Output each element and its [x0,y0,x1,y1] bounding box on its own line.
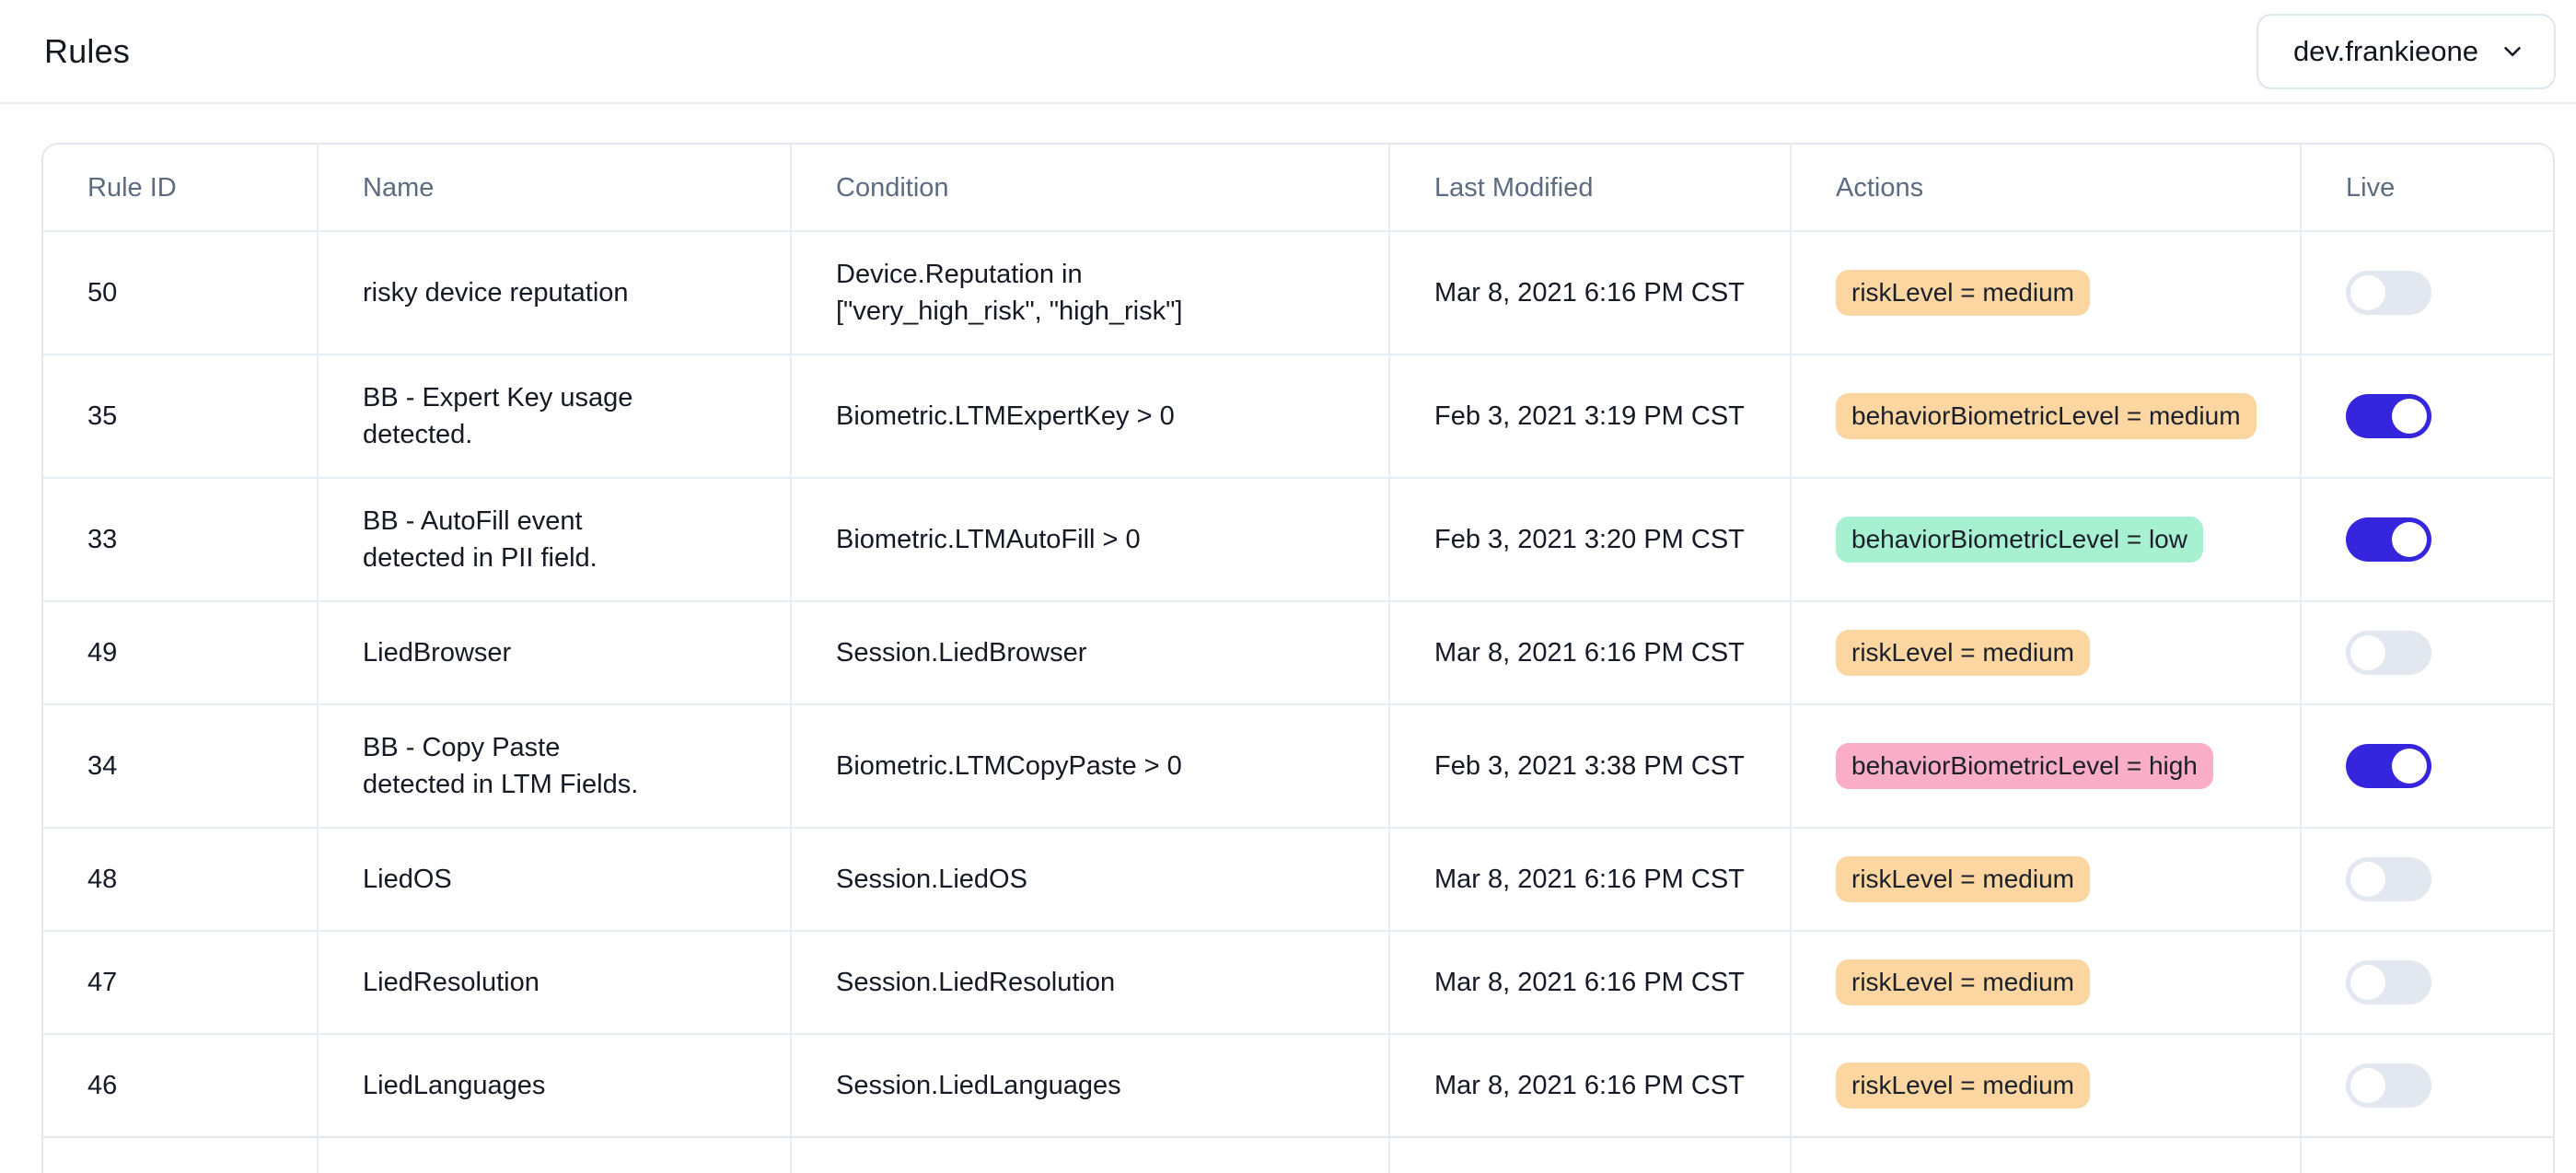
toggle-knob [2392,399,2427,434]
page-title: Rules [44,31,131,70]
column-header-name: Name [319,145,792,230]
action-badge: riskLevel = medium [1836,630,2090,676]
column-header-actions: Actions [1792,145,2302,230]
page-header: Rules dev.frankieone [0,0,2576,104]
cell-condition: Biometric.LTMAutoFill > 0 [792,479,1390,600]
toggle-knob [2392,522,2427,557]
cell-condition: Device.Reputation in ["very_high_risk", … [792,232,1390,354]
table-row[interactable]: 47 LiedResolution Session.LiedResolution… [43,930,2553,1033]
cell-rule-id: 34 [43,705,319,827]
cell-name: BB - Copy Paste detected in LTM Fields. [319,705,792,827]
action-badge: behaviorBiometricLevel = low [1836,517,2203,563]
cell-name: LiedResolution [319,932,792,1033]
environment-selector-button[interactable]: dev.frankieone [2256,13,2556,89]
live-toggle[interactable] [2346,631,2431,675]
cell-condition: Biometric.LTMExpertKey > 0 [792,355,1390,477]
cell-last-modified: Mar 8, 2021 6:16 PM CST [1390,602,1792,703]
toggle-knob [2350,1068,2385,1103]
cell-rule-id: 46 [43,1035,319,1136]
main-content: Rule ID Name Condition Last Modified Act… [0,104,2576,1173]
cell-condition: Session.LiedOS [792,829,1390,930]
table-row[interactable]: 35 BB - Expert Key usage detected. Biome… [43,354,2553,477]
column-header-rule-id: Rule ID [43,145,319,230]
cell-name: LiedBrowser [319,602,792,703]
toggle-knob [2350,275,2385,310]
cell-actions: riskLevel = medium [1792,932,2302,1033]
live-toggle[interactable] [2346,960,2431,1005]
toggle-knob [2392,749,2427,784]
chevron-down-icon [2499,38,2526,65]
action-badge: riskLevel = medium [1836,856,2090,902]
column-header-condition: Condition [792,145,1390,230]
toggle-knob [2350,862,2385,897]
table-row[interactable]: 34 BB - Copy Paste detected in LTM Field… [43,703,2553,827]
rules-table: Rule ID Name Condition Last Modified Act… [41,143,2555,1173]
cell-name: risky device reputation [319,232,792,354]
cell-last-modified: Mar 8, 2021 6:16 PM CST [1390,1035,1792,1136]
cell-condition: Session.LiedLanguages [792,1035,1390,1136]
cell-condition: Biometric.LTMCopyPaste > 0 [792,705,1390,827]
live-toggle[interactable] [2346,744,2431,788]
cell-actions: behaviorBiometricLevel = medium [1792,355,2302,477]
cell-live [2302,932,2553,1033]
cell-actions: riskLevel = medium [1792,829,2302,930]
cell-name: BB - Expert Key usage detected. [319,355,792,477]
table-row-partial [43,1136,2553,1173]
action-badge: riskLevel = medium [1836,270,2090,316]
cell-rule-id: 33 [43,479,319,600]
cell-live [2302,232,2553,354]
live-toggle[interactable] [2346,1063,2431,1108]
live-toggle[interactable] [2346,271,2431,315]
cell-condition: Session.LiedResolution [792,932,1390,1033]
cell-last-modified: Feb 3, 2021 3:19 PM CST [1390,355,1792,477]
cell-last-modified: Feb 3, 2021 3:20 PM CST [1390,479,1792,600]
table-row[interactable]: 49 LiedBrowser Session.LiedBrowser Mar 8… [43,600,2553,703]
cell-actions: riskLevel = medium [1792,1035,2302,1136]
cell-rule-id: 47 [43,932,319,1033]
column-header-live: Live [2346,172,2396,203]
cell-live [2302,705,2553,827]
cell-name: LiedOS [319,829,792,930]
action-badge: behaviorBiometricLevel = medium [1836,393,2257,439]
cell-live [2302,479,2553,600]
action-badge: behaviorBiometricLevel = high [1836,743,2213,789]
cell-last-modified: Feb 3, 2021 3:38 PM CST [1390,705,1792,827]
table-row[interactable]: 48 LiedOS Session.LiedOS Mar 8, 2021 6:1… [43,827,2553,930]
cell-actions: riskLevel = medium [1792,602,2302,703]
toggle-knob [2350,635,2385,670]
cell-live [2302,355,2553,477]
action-badge: riskLevel = medium [1836,959,2090,1005]
table-header-row: Rule ID Name Condition Last Modified Act… [43,145,2553,230]
cell-rule-id: 49 [43,602,319,703]
cell-last-modified: Mar 8, 2021 6:16 PM CST [1390,829,1792,930]
toggle-knob [2350,965,2385,1000]
table-row[interactable]: 46 LiedLanguages Session.LiedLanguages M… [43,1033,2553,1136]
table-row[interactable]: 50 risky device reputation Device.Reputa… [43,230,2553,354]
cell-live [2302,1035,2553,1136]
cell-name: LiedLanguages [319,1035,792,1136]
environment-selector-label: dev.frankieone [2292,34,2478,67]
cell-last-modified: Mar 8, 2021 6:16 PM CST [1390,232,1792,354]
cell-live [2302,602,2553,703]
cell-actions: behaviorBiometricLevel = high [1792,705,2302,827]
cell-actions: behaviorBiometricLevel = low [1792,479,2302,600]
column-header-last-modified: Last Modified [1390,145,1792,230]
cell-last-modified: Mar 8, 2021 6:16 PM CST [1390,932,1792,1033]
live-toggle[interactable] [2346,857,2431,901]
cell-live [2302,829,2553,930]
cell-rule-id: 50 [43,232,319,354]
live-toggle[interactable] [2346,394,2431,438]
cell-condition: Session.LiedBrowser [792,602,1390,703]
cell-rule-id: 48 [43,829,319,930]
table-body: 50 risky device reputation Device.Reputa… [43,230,2553,1136]
live-toggle[interactable] [2346,517,2431,562]
action-badge: riskLevel = medium [1836,1063,2090,1109]
table-row[interactable]: 33 BB - AutoFill event detected in PII f… [43,477,2553,600]
cell-actions: riskLevel = medium [1792,232,2302,354]
cell-rule-id: 35 [43,355,319,477]
cell-name: BB - AutoFill event detected in PII fiel… [319,479,792,600]
